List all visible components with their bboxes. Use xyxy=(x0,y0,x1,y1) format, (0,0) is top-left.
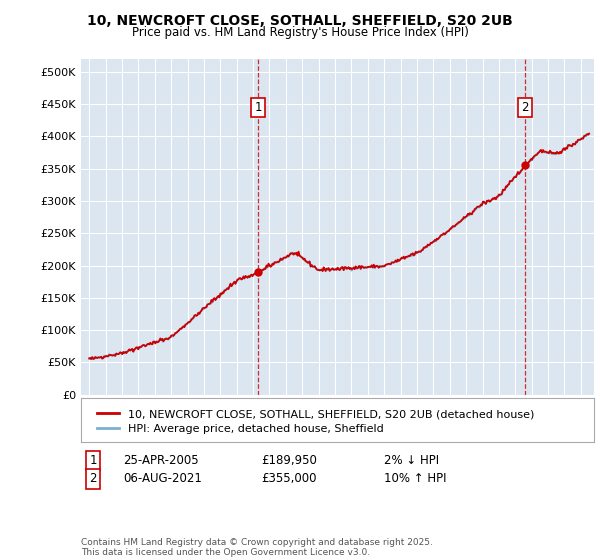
Text: 10% ↑ HPI: 10% ↑ HPI xyxy=(384,472,446,486)
Legend: 10, NEWCROFT CLOSE, SOTHALL, SHEFFIELD, S20 2UB (detached house), HPI: Average p: 10, NEWCROFT CLOSE, SOTHALL, SHEFFIELD, … xyxy=(92,404,540,439)
Text: 1: 1 xyxy=(254,101,262,114)
Text: Price paid vs. HM Land Registry's House Price Index (HPI): Price paid vs. HM Land Registry's House … xyxy=(131,26,469,39)
Text: 06-AUG-2021: 06-AUG-2021 xyxy=(123,472,202,486)
Text: £189,950: £189,950 xyxy=(261,454,317,467)
Text: £355,000: £355,000 xyxy=(261,472,317,486)
Text: Contains HM Land Registry data © Crown copyright and database right 2025.
This d: Contains HM Land Registry data © Crown c… xyxy=(81,538,433,557)
Text: 2% ↓ HPI: 2% ↓ HPI xyxy=(384,454,439,467)
Text: 2: 2 xyxy=(89,472,97,486)
Text: 25-APR-2005: 25-APR-2005 xyxy=(123,454,199,467)
Text: 2: 2 xyxy=(521,101,529,114)
Text: 10, NEWCROFT CLOSE, SOTHALL, SHEFFIELD, S20 2UB: 10, NEWCROFT CLOSE, SOTHALL, SHEFFIELD, … xyxy=(87,14,513,28)
Text: 1: 1 xyxy=(89,454,97,467)
